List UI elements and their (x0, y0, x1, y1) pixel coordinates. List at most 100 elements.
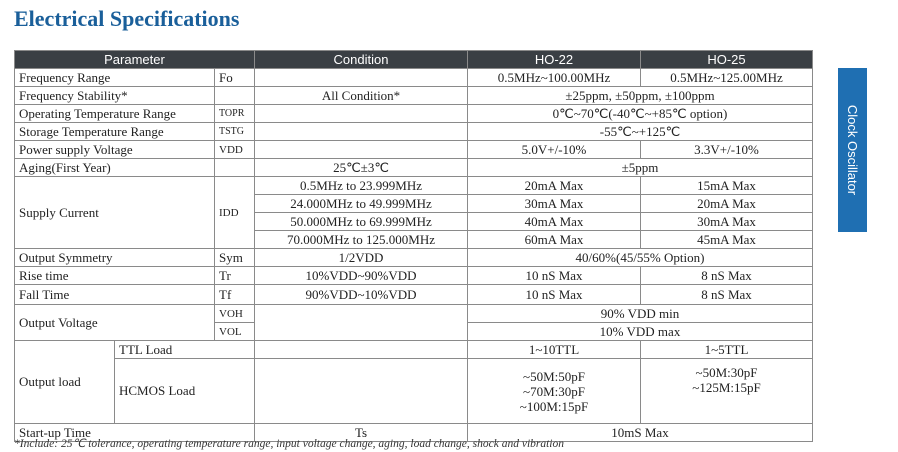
value-ho22: 5.0V+/-10% (467, 140, 641, 159)
hcmos-line: ~70M:30pF (523, 383, 585, 399)
table-row: Storage Temperature Range TSTG -55℃~+125… (14, 122, 813, 141)
param-label: Storage Temperature Range (14, 122, 215, 141)
table-row: Supply Current IDD 0.5MHz to 23.999MHz 2… (14, 176, 813, 249)
hcmos-line: ~125M:15pF (692, 380, 761, 395)
condition: 25℃±3℃ (254, 158, 468, 177)
table-header-row: Parameter Condition HO-22 HO-25 (14, 50, 813, 69)
hcmos-line: ~100M:15pF (519, 398, 589, 414)
value-ho22: 40mA Max (467, 212, 641, 231)
condition (254, 140, 468, 159)
symbol (214, 86, 255, 105)
condition (254, 358, 468, 424)
condition: 1/2VDD (254, 248, 468, 267)
value-ho25: 8 nS Max (640, 284, 813, 305)
table-row: Start-up Time Ts 10mS Max (14, 423, 813, 442)
param-label: Start-up Time (14, 423, 255, 442)
table-row: 50.000MHz to 69.999MHz 40mA Max 30mA Max (15, 212, 813, 231)
condition (254, 304, 468, 341)
table-row: Fall Time Tf 90%VDD~10%VDD 10 nS Max 8 n… (14, 284, 813, 305)
value-ho22: 30mA Max (467, 194, 641, 213)
param-label: Output Voltage (14, 304, 215, 341)
page-title: Electrical Specifications (14, 6, 240, 31)
param-label: Output load (14, 340, 115, 424)
param-label: Operating Temperature Range (14, 104, 215, 123)
table-row: Frequency Range Fo 0.5MHz~100.00MHz 0.5M… (14, 68, 813, 87)
param-label: Output Symmetry (14, 248, 215, 267)
side-tab[interactable]: Clock Oscillator (838, 68, 867, 232)
symbol: VDD (214, 140, 255, 159)
table-row: Output load TTL Load 1~10TTL 1~5TTL (14, 340, 813, 424)
value-ho22: 10 nS Max (467, 266, 641, 285)
value-ho25: 1~5TTL (640, 340, 813, 359)
value-both: -55℃~+125℃ (467, 122, 813, 141)
header-ho25: HO-25 (640, 50, 813, 69)
condition (254, 68, 468, 87)
value-ho22: 1~10TTL (467, 340, 641, 359)
value-high: 90% VDD min (467, 304, 813, 323)
param-label: Frequency Range (14, 68, 215, 87)
value-ho22: 60mA Max (467, 230, 641, 249)
value-ho25: ~50M:30pF ~125M:15pF (640, 358, 813, 424)
symbol: TSTG (214, 122, 255, 141)
value-ho22: ~50M:50pF ~70M:30pF ~100M:15pF (467, 358, 641, 424)
hcmos-load-label: HCMOS Load (114, 358, 255, 424)
condition: Ts (254, 423, 468, 442)
symbol: Fo (214, 68, 255, 87)
table-row: Aging(First Year) 25℃±3℃ ±5ppm (14, 158, 813, 177)
hcmos-line: ~50M:50pF (523, 368, 585, 384)
param-label: Rise time (14, 266, 215, 285)
param-label: Supply Current (14, 176, 215, 249)
value-both: 10mS Max (467, 423, 813, 442)
table-row: Operating Temperature Range TOPR 0℃~70℃(… (14, 104, 813, 123)
value-ho25: 20mA Max (640, 194, 813, 213)
condition: 50.000MHz to 69.999MHz (254, 212, 468, 231)
symbol: TOPR (214, 104, 255, 123)
condition: 90%VDD~10%VDD (254, 284, 468, 305)
symbol: Sym (214, 248, 255, 267)
condition: All Condition* (254, 86, 468, 105)
symbol: Tr (214, 266, 255, 285)
value-both: ±5ppm (467, 158, 813, 177)
table-row: Frequency Stability* All Condition* ±25p… (14, 86, 813, 105)
footnote: *Include: 25℃ tolerance, operating tempe… (14, 438, 565, 450)
value-ho25: 30mA Max (640, 212, 813, 231)
ttl-load-label: TTL Load (114, 340, 255, 359)
param-label: Power supply Voltage (14, 140, 215, 159)
header-condition: Condition (254, 50, 468, 69)
table-row: HCMOS Load ~50M:50pF ~70M:30pF ~100M:15p… (15, 358, 813, 424)
table-row: Output Symmetry Sym 1/2VDD 40/60%(45/55%… (14, 248, 813, 267)
value-both: 40/60%(45/55% Option) (467, 248, 813, 267)
value-ho25: 3.3V+/-10% (640, 140, 813, 159)
table-row: Rise time Tr 10%VDD~90%VDD 10 nS Max 8 n… (14, 266, 813, 285)
value-ho25: 45mA Max (640, 230, 813, 249)
value-ho22: 20mA Max (467, 176, 641, 195)
header-parameter: Parameter (14, 50, 255, 69)
condition (254, 122, 468, 141)
value-both: ±25ppm, ±50ppm, ±100ppm (467, 86, 813, 105)
symbol: Tf (214, 284, 255, 305)
condition: 70.000MHz to 125.000MHz (254, 230, 468, 249)
symbol: IDD (214, 176, 255, 249)
header-ho22: HO-22 (467, 50, 641, 69)
value-ho25: 15mA Max (640, 176, 813, 195)
param-label: Fall Time (14, 284, 215, 305)
condition: 0.5MHz to 23.999MHz (254, 176, 468, 195)
condition: 10%VDD~90%VDD (254, 266, 468, 285)
param-label: Aging(First Year) (14, 158, 215, 177)
condition (254, 104, 468, 123)
symbol-low: VOL (214, 322, 255, 341)
hcmos-line: ~50M:30pF (695, 365, 758, 380)
value-ho25: 0.5MHz~125.00MHz (640, 68, 813, 87)
table-row: Power supply Voltage VDD 5.0V+/-10% 3.3V… (14, 140, 813, 159)
condition (254, 340, 468, 359)
table-row: Output Voltage VOH 90% VDD min (14, 304, 813, 341)
value-both: 0℃~70℃(-40℃~+85℃ option) (467, 104, 813, 123)
value-ho22: 10 nS Max (467, 284, 641, 305)
side-tab-label: Clock Oscillator (845, 104, 860, 196)
value-low: 10% VDD max (467, 322, 813, 341)
value-ho22: 0.5MHz~100.00MHz (467, 68, 641, 87)
symbol-high: VOH (214, 304, 255, 323)
spec-table: Parameter Condition HO-22 HO-25 Frequenc… (14, 50, 813, 442)
value-ho25: 8 nS Max (640, 266, 813, 285)
param-label: Frequency Stability* (14, 86, 215, 105)
